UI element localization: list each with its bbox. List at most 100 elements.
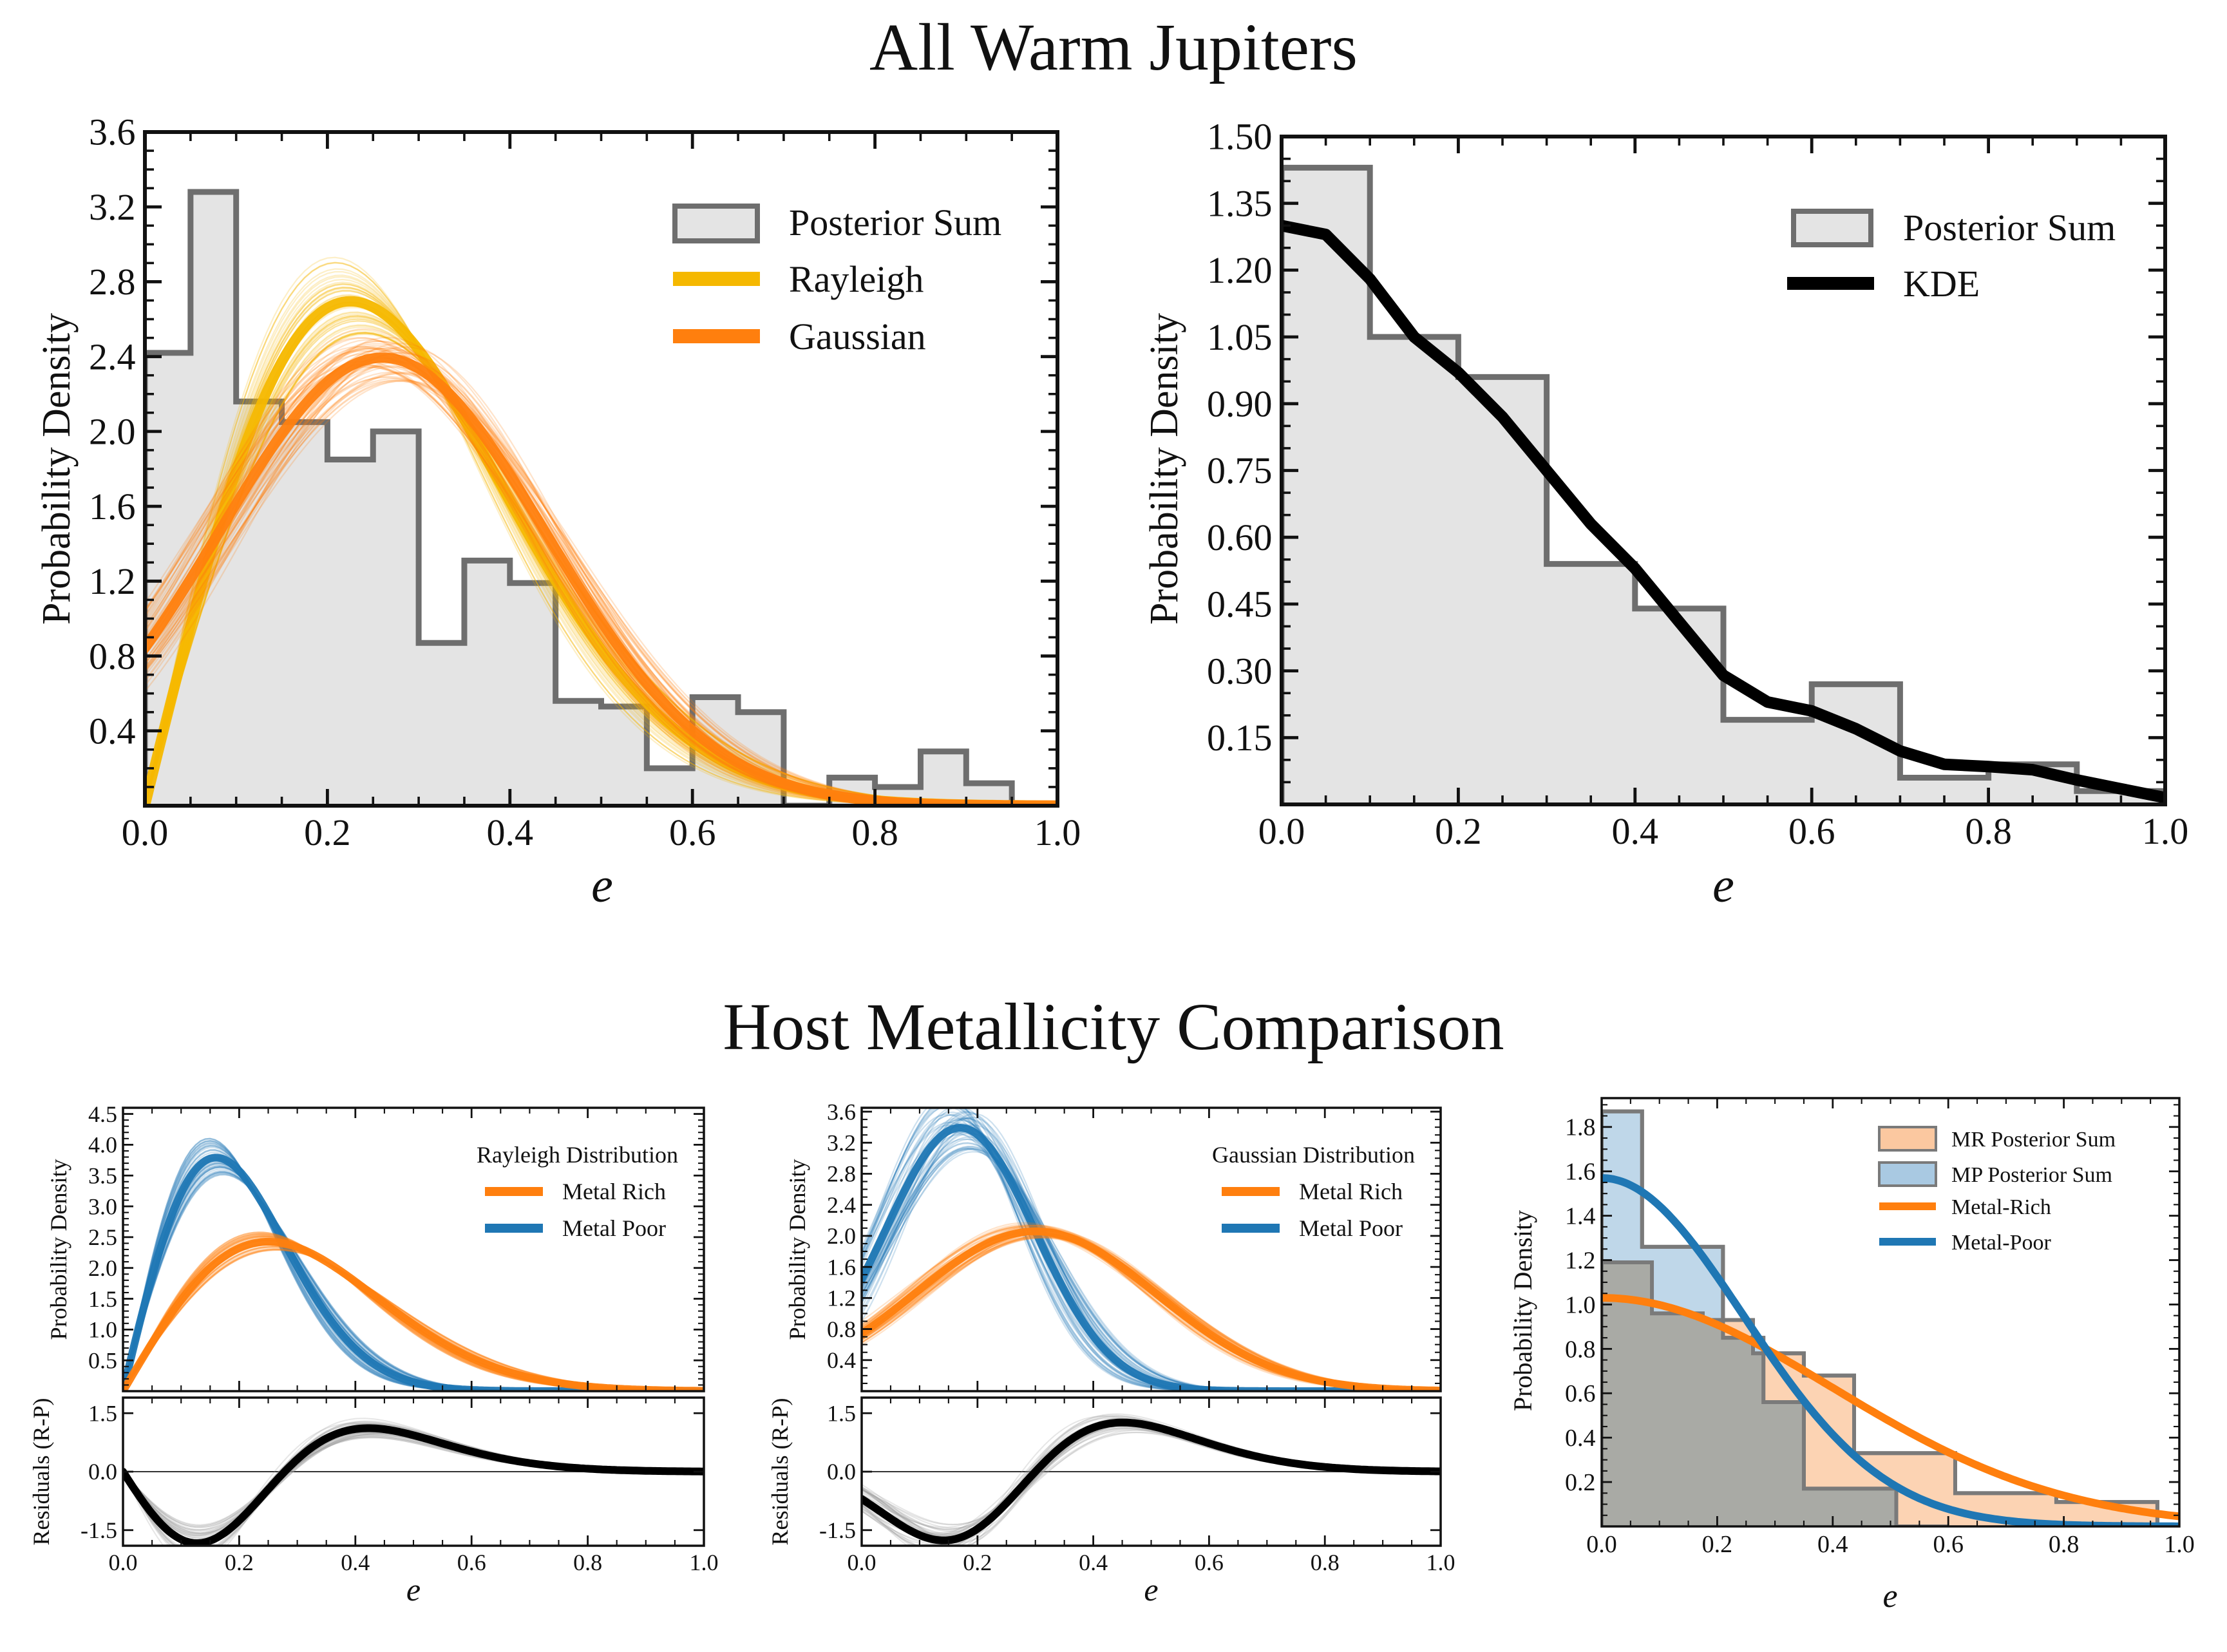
residual-draw: [123, 1434, 704, 1532]
residual-draw: [862, 1420, 1441, 1545]
residual-draw: [123, 1431, 704, 1536]
metal-rich-curve: [1602, 1294, 2179, 1521]
residual-draw: [123, 1434, 704, 1531]
axes-frame: [1600, 1097, 2181, 1528]
legend-metal-poor-label: Metal Poor: [562, 1215, 666, 1241]
axes-frame: [860, 1396, 1442, 1547]
curve-draw-metal-rich: [862, 1228, 1441, 1391]
curve-draw-metal-rich: [862, 1227, 1441, 1391]
residual-draw: [862, 1432, 1441, 1525]
curve-draw-metal-poor: [862, 1148, 1441, 1391]
y-tick-label: 0.8: [1565, 1336, 1596, 1363]
curve-draw-metal-poor: [123, 1172, 704, 1391]
x-tick-label: 0.6: [1933, 1531, 1964, 1558]
x-tick-label: 0.8: [1965, 810, 2012, 852]
x-tick-label: 0.8: [1311, 1550, 1340, 1575]
curve-metal-poor: [862, 1123, 1441, 1391]
x-tick-label: 0.6: [457, 1550, 486, 1575]
curve-draw-metal-rich: [123, 1233, 704, 1391]
y-tick-label: 0.6: [1565, 1380, 1596, 1407]
curve-draw-metal-poor: [123, 1173, 704, 1391]
curve-metal-rich: [123, 1237, 704, 1391]
curve-draw-metal-poor: [862, 1146, 1441, 1391]
y-tick-label: 0.45: [1207, 584, 1273, 625]
y-tick-label: 0.60: [1207, 517, 1273, 558]
x-tick-label: 0.6: [1788, 810, 1835, 852]
curve-draw-metal-rich: [862, 1224, 1441, 1391]
curve-draw-metal-poor: [862, 1145, 1441, 1391]
residual-draw: [123, 1430, 704, 1538]
residual-draw: [862, 1422, 1441, 1541]
curve-draw-metal-rich: [862, 1226, 1441, 1391]
y-tick-label: 2.8: [827, 1161, 856, 1187]
y-tick-label: 1.5: [88, 1400, 117, 1426]
kde-curve: [1282, 220, 2165, 804]
x-axis-label: e: [406, 1571, 421, 1608]
mp-posterior-edge: [1602, 1109, 1949, 1526]
posterior-sum-hist: [1282, 164, 2165, 804]
residual-draw: [123, 1431, 704, 1537]
legend-rayleigh-label: Rayleigh: [789, 258, 924, 300]
residual-draw: [862, 1423, 1441, 1541]
curve-draw-metal-rich: [862, 1228, 1441, 1391]
curve-draw-metal-poor: [862, 1142, 1441, 1391]
residual-draw: [123, 1436, 704, 1527]
y-tick-label: 0.75: [1207, 450, 1273, 491]
curve-draw-metal-poor: [862, 1111, 1441, 1391]
residual-y-axis-label: Residuals (R-P): [767, 1398, 793, 1546]
x-tick-label: 0.8: [573, 1550, 602, 1575]
residual-draw: [862, 1424, 1441, 1538]
legend-posterior-swatch: [1791, 209, 1873, 247]
y-tick-label: 1.35: [1207, 182, 1273, 224]
axes-frame: [122, 1396, 705, 1547]
plot-area: [862, 1413, 1441, 1546]
residual-draw: [862, 1418, 1441, 1546]
axes-top-left: 0.4 0.8 1.2 1.6 2.0 2.4 2.8 3.2 3.6 0.0 0.2 0.4 0.6 0…: [35, 111, 1081, 913]
curve-draw-metal-rich: [862, 1224, 1441, 1391]
x-tick-label: 1.0: [2142, 810, 2189, 852]
curve-draw-metal-rich: [862, 1222, 1441, 1391]
curve-draw-metal-rich: [862, 1235, 1441, 1391]
residual-draw: [862, 1422, 1441, 1540]
residual-draw: [862, 1423, 1441, 1537]
y-tick-label: 2.4: [827, 1192, 856, 1218]
curve-draw-metal-rich: [862, 1228, 1441, 1391]
x-tick-label: 0.6: [669, 812, 716, 853]
y-axis-label: Probability Density: [46, 1159, 71, 1340]
curve-draw-metal-rich: [862, 1228, 1441, 1391]
curve-metal-poor: [123, 1154, 704, 1391]
residual-draw: [862, 1427, 1441, 1533]
y-tick-label: 1.5: [827, 1400, 856, 1426]
residual-draw: [862, 1424, 1441, 1536]
overlap-region: [1602, 1262, 2179, 1526]
residual-draw: [862, 1428, 1441, 1531]
axes-frame: [860, 1106, 1442, 1392]
curve-draw-metal-rich: [862, 1227, 1441, 1391]
y-tick-label: 0.4: [1565, 1425, 1596, 1452]
x-tick-label: 1.0: [1426, 1550, 1455, 1575]
curve-gaussian: [145, 352, 1057, 806]
residual-draw: [862, 1423, 1441, 1535]
plot-area: [123, 1418, 704, 1546]
curve-draw-metal-rich: [862, 1236, 1441, 1391]
residual-draw: [123, 1432, 704, 1536]
mr-posterior-edge: [1602, 1260, 2159, 1526]
y-tick-label: 1.4: [1565, 1203, 1596, 1230]
x-tick-label: 0.2: [304, 812, 351, 853]
x-tick-label: 0.0: [848, 1550, 877, 1575]
y-tick-label: 4.0: [88, 1132, 117, 1158]
legend-title: Gaussian Distribution: [1212, 1142, 1415, 1168]
residual-curve: [123, 1424, 704, 1546]
curve-draw-metal-rich: [862, 1229, 1441, 1391]
x-tick-label: 0.0: [1586, 1531, 1617, 1558]
y-tick-label: -1.5: [819, 1517, 856, 1543]
y-tick-label: 2.4: [89, 336, 136, 377]
y-tick-label: 0.15: [1207, 717, 1273, 759]
y-tick-label: 2.0: [827, 1223, 856, 1249]
y-tick-label: 3.2: [89, 186, 136, 228]
residual-draw: [862, 1425, 1441, 1537]
y-tick-label: 1.6: [1565, 1159, 1596, 1186]
curve-draw-metal-poor: [123, 1171, 704, 1391]
curve-draw-metal-rich: [862, 1224, 1441, 1391]
